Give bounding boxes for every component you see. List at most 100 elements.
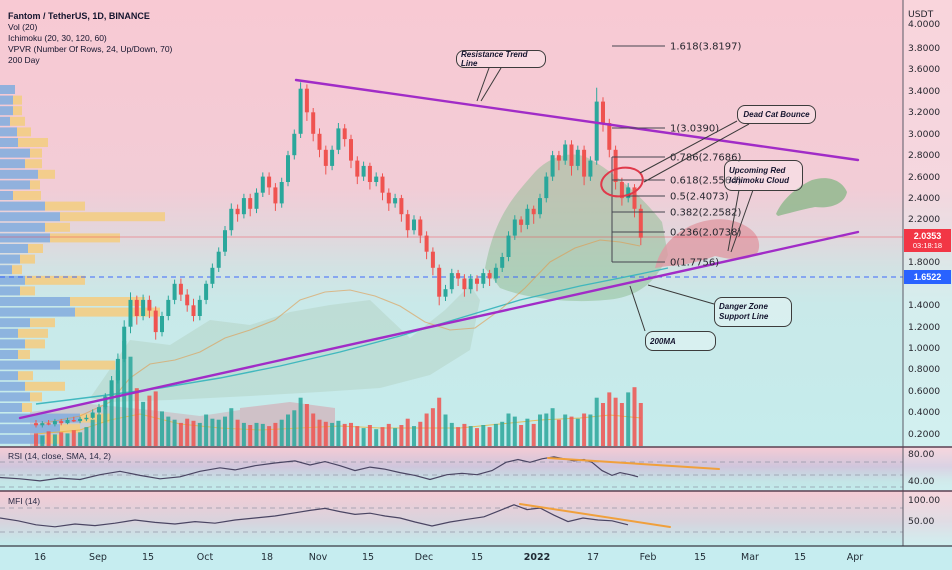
volume-bar: [71, 430, 76, 446]
candle-body: [613, 149, 618, 182]
candle-body: [147, 299, 152, 311]
callout-leader-lines: [476, 67, 754, 332]
volume-bar: [424, 413, 429, 446]
legend-ichimoku[interactable]: Ichimoku (20, 30, 120, 60): [8, 33, 107, 43]
volume-bar: [279, 419, 284, 446]
price-tick-label: USDT: [908, 9, 934, 20]
candle-body: [260, 176, 265, 193]
volume-bar: [632, 387, 637, 446]
volume-bar: [204, 414, 209, 446]
vpvr-down-bar: [13, 95, 22, 105]
indicator-trend-line[interactable]: [547, 457, 720, 470]
vpvr-up-bar: [0, 307, 75, 317]
price-tick-label: 3.2000: [908, 107, 940, 118]
candle-body: [78, 418, 83, 422]
callout-200ma[interactable]: 200MA: [645, 331, 716, 351]
symbol-title[interactable]: Fantom / TetherUS, 1D, BINANCE: [8, 11, 150, 21]
volume-bar: [582, 413, 587, 446]
time-tick-label: Feb: [640, 552, 657, 563]
time-tick-label: Nov: [309, 552, 328, 563]
callout-danger-zone[interactable]: Danger Zone Support Line: [714, 297, 792, 327]
volume-bar: [216, 419, 221, 446]
resistance-trend-line[interactable]: [294, 78, 860, 162]
vpvr-up-bar: [0, 254, 20, 264]
legend-vol[interactable]: Vol (20): [8, 22, 38, 32]
candle-body: [601, 101, 605, 123]
vpvr-down-bar: [25, 159, 42, 169]
vpvr-up-bar: [0, 275, 25, 285]
candle-body: [386, 192, 391, 204]
price-tick-label: 0.8000: [908, 364, 940, 375]
fib-level-label: 0(1.7756): [670, 258, 719, 269]
candle-body: [443, 289, 448, 297]
candle-body: [500, 257, 505, 268]
volume-bar: [342, 423, 347, 446]
volume-bar: [355, 426, 360, 446]
fib-retracement[interactable]: 1.618(3.8197) 1(3.0390) 0.786(2.7686) 0.618…: [611, 42, 742, 269]
time-tick-label: 17: [587, 552, 599, 563]
volume-bar: [40, 435, 45, 446]
legend-vpvr[interactable]: VPVR (Number Of Rows, 24, Up/Down, 70): [8, 44, 173, 54]
callout-upcoming-red-cloud[interactable]: Upcoming Red Ichimoku Cloud: [724, 160, 803, 191]
vpvr-up-bar: [0, 339, 25, 349]
candle-body: [46, 423, 51, 425]
rsi-legend[interactable]: RSI (14, close, SMA, 14, 2): [8, 451, 111, 461]
volume-bar: [380, 427, 385, 446]
candle-body: [563, 144, 568, 161]
fib-level-label: 0.382(2.2582): [670, 208, 742, 219]
highlight-circle[interactable]: [599, 164, 646, 200]
candle-body: [103, 396, 108, 408]
vpvr-up-bar: [0, 286, 20, 296]
vpvr-up-bar: [0, 297, 70, 306]
vpvr-up-bar: [0, 434, 45, 444]
volume-bar: [412, 426, 416, 446]
vpvr-up-bar: [0, 212, 60, 222]
candle-body: [298, 88, 303, 134]
price-tick-label: 0.4000: [908, 407, 940, 418]
time-axis-background[interactable]: [0, 546, 952, 570]
volume-bar: [405, 418, 410, 446]
volume-bar: [613, 397, 618, 446]
trend-lines[interactable]: [18, 78, 860, 420]
dead-cat-circle[interactable]: [599, 164, 646, 200]
candle-body: [97, 407, 101, 413]
panel-tick-label: 100.00: [908, 495, 940, 506]
vpvr-up-bar: [0, 222, 45, 232]
vpvr-up-bar: [0, 116, 10, 126]
callout-dead-cat-bounce[interactable]: Dead Cat Bounce: [737, 105, 816, 124]
time-tick-label: Apr: [847, 552, 864, 563]
volume-bar: [128, 356, 133, 446]
volume-bar: [538, 414, 542, 446]
vpvr-up-bar: [0, 106, 13, 116]
candle-body: [317, 133, 322, 150]
time-tick-label: 16: [34, 552, 46, 563]
candle-body: [355, 160, 360, 177]
volume-bar: [462, 423, 467, 446]
volume-bar: [399, 425, 404, 446]
volume-bar: [109, 391, 114, 446]
volume-bar: [241, 422, 246, 446]
indicator-legend[interactable]: Fantom / TetherUS, 1D, BINANCE Vol (20) …: [8, 11, 172, 66]
vpvr-up-bar: [0, 201, 45, 211]
indicator-trend-line[interactable]: [519, 503, 671, 528]
candlesticks: [34, 82, 643, 428]
candle-body: [204, 283, 209, 300]
price-tick-label: 4.0000: [908, 19, 940, 30]
volume-bar: [367, 425, 372, 446]
candle-body: [607, 123, 612, 150]
volume-bar: [330, 422, 335, 446]
callout-resistance-trend-line[interactable]: Resistance Trend Line: [456, 50, 546, 68]
candle-body: [229, 208, 234, 231]
legend-200day[interactable]: 200 Day: [8, 55, 40, 65]
fib-level-label: 0.786(2.7686): [670, 153, 742, 164]
candle-body: [336, 128, 341, 150]
vpvr-down-bar: [28, 244, 43, 253]
volume-bar: [122, 341, 127, 446]
volume-bar: [430, 408, 435, 446]
mfi-legend[interactable]: MFI (14): [8, 496, 41, 506]
cloud-area: [776, 178, 847, 216]
support-trend-line[interactable]: [18, 230, 860, 420]
candle-body: [84, 417, 89, 420]
ichimoku-base-line: [39, 239, 641, 425]
